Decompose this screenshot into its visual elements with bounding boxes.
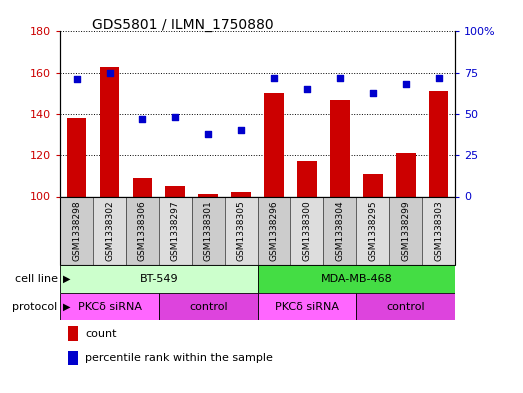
Point (204, 130, 212, 137)
Text: ▶: ▶ (63, 274, 70, 284)
Bar (60, 265, 257, 293)
Bar (429, 91, 448, 196)
Text: GSM1338300: GSM1338300 (302, 200, 311, 261)
Text: PKCδ siRNA: PKCδ siRNA (275, 301, 339, 312)
Bar (257, 265, 455, 293)
Text: ▶: ▶ (63, 301, 70, 312)
Point (435, 75, 443, 81)
Text: control: control (386, 301, 425, 312)
Point (303, 86, 311, 92)
Bar (231, 192, 251, 196)
Text: GSM1338295: GSM1338295 (368, 200, 377, 261)
Text: GSM1338297: GSM1338297 (171, 200, 180, 261)
Text: GSM1338305: GSM1338305 (236, 200, 246, 261)
Bar (225, 196, 257, 265)
Bar (68, 327, 77, 341)
Point (237, 127, 245, 134)
Point (270, 75, 278, 81)
Bar (165, 186, 185, 196)
Bar (60, 293, 159, 320)
Bar (323, 196, 356, 265)
Text: GSM1338301: GSM1338301 (204, 200, 213, 261)
Text: GSM1338299: GSM1338299 (401, 200, 410, 261)
Bar (126, 196, 159, 265)
Bar (264, 93, 284, 196)
Text: GDS5801 / ILMN_1750880: GDS5801 / ILMN_1750880 (92, 18, 274, 32)
Text: count: count (85, 329, 117, 339)
Bar (290, 196, 323, 265)
Bar (356, 293, 455, 320)
Text: GSM1338302: GSM1338302 (105, 200, 114, 261)
Bar (356, 196, 389, 265)
Point (171, 114, 179, 120)
Bar (330, 99, 350, 196)
Bar (257, 196, 290, 265)
Point (369, 89, 377, 95)
Bar (198, 195, 218, 196)
Text: protocol: protocol (12, 301, 58, 312)
Bar (159, 196, 192, 265)
Text: PKCδ siRNA: PKCδ siRNA (77, 301, 142, 312)
Text: percentile rank within the sample: percentile rank within the sample (85, 353, 274, 363)
Bar (60, 196, 93, 265)
Point (402, 81, 410, 87)
Bar (68, 351, 77, 365)
Bar (132, 178, 152, 196)
Text: GSM1338304: GSM1338304 (335, 200, 344, 261)
Bar (396, 153, 415, 196)
Text: MDA-MB-468: MDA-MB-468 (321, 274, 392, 284)
Text: cell line: cell line (15, 274, 58, 284)
Text: GSM1338306: GSM1338306 (138, 200, 147, 261)
Bar (389, 196, 422, 265)
Bar (159, 293, 257, 320)
Text: GSM1338303: GSM1338303 (434, 200, 443, 261)
Text: BT-549: BT-549 (140, 274, 178, 284)
Text: GSM1338298: GSM1338298 (72, 200, 81, 261)
Bar (100, 66, 119, 196)
Bar (67, 118, 86, 196)
Bar (422, 196, 455, 265)
Text: GSM1338296: GSM1338296 (269, 200, 279, 261)
Bar (297, 162, 317, 196)
Point (72, 76, 81, 83)
Point (105, 70, 113, 76)
Bar (192, 196, 225, 265)
Bar (93, 196, 126, 265)
Point (336, 75, 344, 81)
Bar (363, 174, 383, 196)
Bar (257, 293, 356, 320)
Point (138, 116, 146, 122)
Text: control: control (189, 301, 228, 312)
